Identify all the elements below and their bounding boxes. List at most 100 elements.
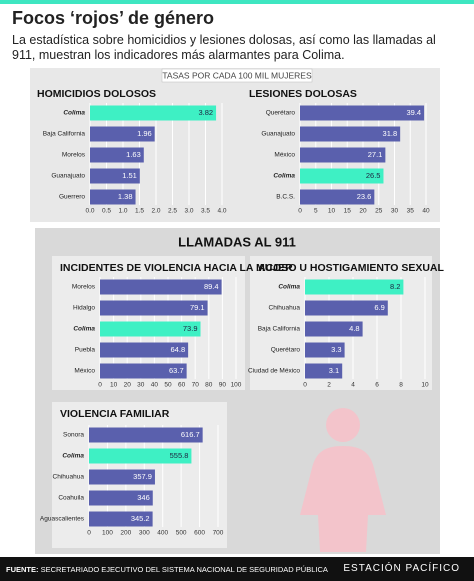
y-tick-label: Guanajuato — [51, 173, 85, 180]
bar — [90, 126, 155, 142]
y-tick-label: Colima — [273, 173, 295, 180]
x-tick-label: 4 — [351, 382, 355, 389]
x-tick-label: 10 — [328, 208, 336, 215]
value-label: 31.8 — [383, 129, 398, 138]
top-bar — [0, 0, 474, 4]
bar — [300, 189, 375, 205]
x-tick-label: 20 — [124, 382, 132, 389]
x-tick-label: 700 — [213, 530, 224, 537]
bar — [305, 300, 388, 316]
x-tick-label: 0.0 — [85, 208, 94, 215]
x-tick-label: 600 — [194, 530, 205, 537]
bar — [90, 105, 217, 121]
value-label: 3.3 — [331, 345, 341, 354]
x-tick-label: 500 — [176, 530, 187, 537]
y-tick-label: Colima — [63, 110, 85, 117]
value-label: 555.8 — [170, 451, 189, 460]
value-label: 64.8 — [171, 345, 186, 354]
value-label: 73.9 — [183, 324, 198, 333]
value-label: 3.82 — [198, 108, 213, 117]
x-tick-label: 10 — [421, 382, 429, 389]
value-label: 346 — [137, 493, 150, 502]
x-tick-label: 6 — [375, 382, 379, 389]
value-label: 4.8 — [349, 324, 359, 333]
charts: TASAS POR CADA 100 MIL MUJERES LLAMADAS … — [30, 68, 444, 554]
chart-title: LESIONES DOLOSAS — [249, 88, 357, 100]
x-tick-label: 3.0 — [184, 208, 193, 215]
note: TASAS POR CADA 100 MIL MUJERES — [162, 70, 312, 80]
value-label: 3.1 — [329, 366, 339, 375]
y-tick-label: Coahuila — [58, 495, 84, 502]
value-label: 345.2 — [131, 514, 150, 523]
bar — [300, 147, 386, 163]
x-tick-label: 60 — [178, 382, 186, 389]
value-label: 27.1 — [368, 150, 383, 159]
value-label: 616.7 — [181, 430, 200, 439]
x-tick-label: 50 — [164, 382, 172, 389]
value-label: 26.5 — [366, 171, 381, 180]
brand: ESTACIÓN PACÍFICO — [343, 563, 460, 574]
source-text: SECRETARIADO EJECUTIVO DEL SISTEMA NACIO… — [40, 565, 328, 574]
x-tick-label: 5 — [314, 208, 318, 215]
value-label: 79.1 — [190, 303, 205, 312]
y-tick-label: Querétaro — [271, 347, 301, 354]
x-tick-label: 0 — [303, 382, 307, 389]
footer: FUENTE: SECRETARIADO EJECUTIVO DEL SISTE… — [0, 557, 474, 581]
y-tick-label: Puebla — [75, 347, 96, 354]
bar — [100, 321, 201, 337]
page-title: Focos ‘rojos’ de género — [12, 8, 215, 28]
x-tick-label: 100 — [231, 382, 242, 389]
value-label: 357.9 — [133, 472, 152, 481]
y-tick-label: Sonora — [63, 432, 84, 439]
value-label: 23.6 — [357, 192, 372, 201]
y-tick-label: Chihuahua — [53, 474, 85, 481]
bar — [90, 168, 140, 184]
bar — [300, 168, 384, 184]
bar — [305, 363, 343, 379]
y-tick-label: México — [74, 368, 95, 375]
y-tick-label: Baja California — [258, 326, 301, 333]
x-tick-label: 25 — [375, 208, 383, 215]
x-tick-label: 15 — [344, 208, 352, 215]
bar — [100, 279, 222, 295]
x-tick-label: 80 — [205, 382, 213, 389]
y-tick-label: Ciudad de México — [248, 368, 300, 375]
chart-title: HOMICIDIOS DOLOSOS — [37, 88, 156, 100]
chart-title: INCIDENTES DE VIOLENCIA HACIA LA MUJER — [60, 262, 293, 274]
y-tick-label: Chihuahua — [269, 305, 301, 312]
x-tick-label: 1.0 — [118, 208, 127, 215]
x-tick-label: 70 — [192, 382, 200, 389]
bar — [89, 469, 155, 485]
x-tick-label: 4.0 — [217, 208, 226, 215]
x-tick-label: 10 — [110, 382, 118, 389]
x-tick-label: 30 — [391, 208, 399, 215]
x-tick-label: 1.5 — [135, 208, 144, 215]
bar — [89, 490, 153, 506]
x-tick-label: 2 — [327, 382, 331, 389]
y-tick-label: B.C.S. — [276, 194, 295, 201]
x-tick-label: 0 — [87, 530, 91, 537]
x-tick-label: 40 — [151, 382, 159, 389]
bar — [89, 511, 153, 527]
y-tick-label: Guerrero — [59, 194, 85, 201]
x-tick-label: 0.5 — [102, 208, 111, 215]
note-box — [161, 68, 313, 83]
x-tick-label: 3.5 — [201, 208, 210, 215]
bar — [300, 126, 401, 142]
y-tick-label: Baja California — [43, 131, 86, 138]
y-tick-label: Colima — [278, 284, 300, 291]
y-tick-label: Hidalgo — [73, 305, 95, 312]
bar — [100, 300, 208, 316]
bar — [89, 427, 203, 443]
section-title: LLAMADAS AL 911 — [178, 234, 296, 249]
x-tick-label: 2.5 — [168, 208, 177, 215]
value-label: 1.96 — [137, 129, 152, 138]
woman-icon — [300, 408, 386, 552]
subtitle: La estadística sobre homicidios y lesion… — [12, 33, 436, 62]
x-tick-label: 2.0 — [151, 208, 160, 215]
value-label: 1.63 — [126, 150, 141, 159]
y-tick-label: Colima — [62, 453, 84, 460]
value-label: 63.7 — [169, 366, 184, 375]
bar — [100, 363, 187, 379]
